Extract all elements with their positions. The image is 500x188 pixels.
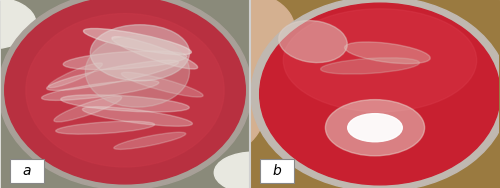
- FancyBboxPatch shape: [10, 159, 44, 183]
- Ellipse shape: [56, 121, 154, 134]
- Ellipse shape: [278, 20, 347, 63]
- Ellipse shape: [86, 36, 190, 107]
- Ellipse shape: [48, 63, 102, 88]
- Ellipse shape: [183, 0, 294, 66]
- Ellipse shape: [63, 51, 187, 70]
- Ellipse shape: [82, 107, 192, 126]
- Ellipse shape: [42, 80, 159, 100]
- Ellipse shape: [348, 114, 403, 142]
- Text: b: b: [272, 164, 281, 178]
- Ellipse shape: [0, 0, 36, 49]
- Ellipse shape: [214, 152, 294, 188]
- Text: a: a: [23, 164, 32, 178]
- Ellipse shape: [251, 0, 500, 188]
- Ellipse shape: [326, 100, 424, 156]
- Ellipse shape: [84, 29, 192, 55]
- Ellipse shape: [112, 37, 198, 69]
- FancyBboxPatch shape: [260, 159, 294, 183]
- Ellipse shape: [260, 3, 500, 185]
- Ellipse shape: [344, 42, 430, 64]
- Ellipse shape: [114, 132, 186, 149]
- Ellipse shape: [54, 96, 122, 122]
- Ellipse shape: [61, 95, 189, 112]
- Ellipse shape: [4, 0, 246, 184]
- Ellipse shape: [320, 58, 420, 74]
- Ellipse shape: [26, 14, 224, 167]
- Ellipse shape: [122, 72, 203, 97]
- Ellipse shape: [0, 0, 252, 188]
- Ellipse shape: [90, 25, 190, 81]
- Ellipse shape: [194, 38, 268, 150]
- Ellipse shape: [46, 60, 178, 90]
- Ellipse shape: [283, 9, 476, 112]
